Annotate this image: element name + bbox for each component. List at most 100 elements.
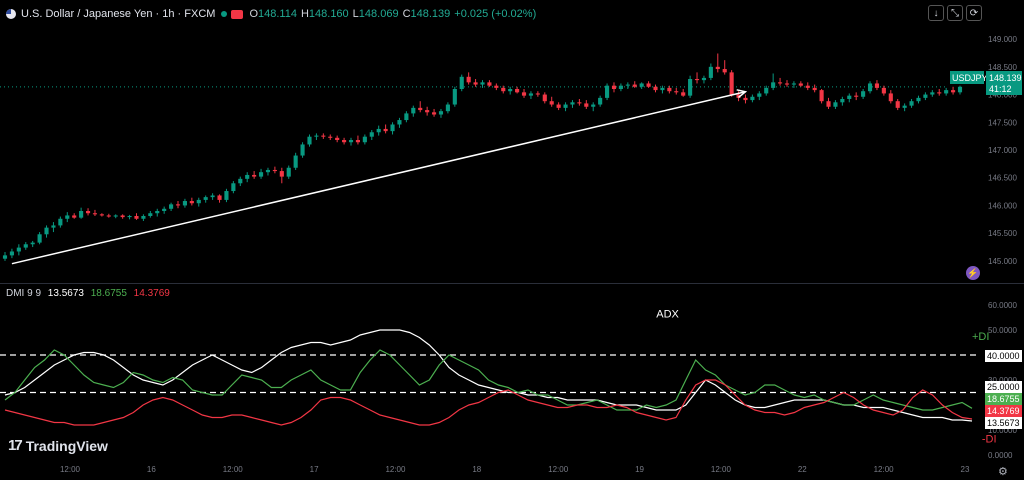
dmi-minus-di-value: 14.3769 — [133, 288, 170, 299]
settings-gear-icon[interactable]: ⚙ — [998, 466, 1008, 478]
candle-body — [681, 92, 686, 96]
candle-body — [293, 155, 298, 168]
candle-body — [944, 90, 949, 94]
candle-body — [23, 244, 28, 248]
candle-body — [376, 128, 381, 133]
candle-body — [674, 91, 679, 93]
candle-body — [300, 144, 305, 156]
candle-body — [618, 85, 623, 89]
candle-body — [605, 85, 610, 98]
candle-body — [127, 215, 132, 218]
price-axis-tick: 148.500 — [988, 63, 1017, 72]
dmi-badges: 40.0000 25.0000 18.6755 14.3769 13.5673 — [985, 350, 1022, 429]
dmi-label-plus-di: +DI — [972, 331, 989, 343]
candle-body — [134, 215, 139, 219]
candle-body — [930, 92, 935, 95]
candle-body — [16, 247, 21, 252]
dmi-name: DMI 9 9 — [6, 288, 42, 299]
time-axis-tick: 12:00 — [60, 465, 81, 474]
candle-body — [729, 72, 734, 95]
lightning-icon[interactable]: ⚡ — [966, 266, 980, 280]
alert-flag-icon[interactable] — [231, 9, 244, 19]
candle-body — [542, 94, 547, 102]
candle-body — [355, 140, 360, 143]
level-40-badge — [985, 350, 1022, 362]
candle-body — [757, 93, 762, 97]
candle-body — [141, 215, 146, 219]
candle-body — [771, 82, 776, 88]
candle-body — [245, 174, 250, 179]
candle-body — [736, 94, 741, 98]
move-down-icon[interactable]: ↓ — [928, 5, 944, 21]
candle-body — [494, 85, 499, 88]
candle-body — [189, 201, 194, 204]
candle-body — [466, 76, 471, 83]
price-axis-tick: 149.000 — [988, 35, 1017, 44]
candle-body — [438, 111, 444, 115]
candle-body — [307, 136, 312, 145]
adx-badge — [985, 417, 1022, 429]
candle-body — [888, 93, 893, 102]
collapse-icon[interactable]: ⤡ — [947, 5, 963, 21]
candle-body — [44, 227, 49, 235]
candle-body — [224, 191, 229, 200]
minus-di-badge — [985, 405, 1022, 417]
candle-body — [279, 171, 284, 177]
candle-body — [348, 140, 354, 143]
candle-body — [840, 98, 845, 103]
candle-body — [916, 97, 921, 102]
dmi-axis-tick: 60.0000 — [988, 301, 1017, 310]
candle-body — [72, 215, 77, 218]
candle-body — [508, 89, 513, 92]
time-axis-tick: 19 — [635, 465, 644, 474]
candle-body — [570, 102, 575, 105]
candle-body — [106, 215, 111, 217]
countdown-text: 41:12 — [989, 84, 1012, 94]
time-axis-tick: 12:00 — [385, 465, 406, 474]
candle-body — [611, 85, 617, 89]
time-axis-tick: 23 — [961, 465, 970, 474]
candle-body — [369, 132, 374, 137]
candle-body — [521, 92, 527, 96]
reset-icon[interactable]: ⟳ — [966, 5, 982, 21]
last-price-badge-bg — [986, 71, 1022, 95]
candle-body — [909, 101, 914, 106]
trend-arrow-line — [11, 91, 746, 265]
price-axis-tick: 146.500 — [988, 174, 1017, 183]
candle-body — [459, 76, 464, 89]
price-axis-tick: 146.000 — [988, 201, 1017, 210]
pane-controls: ↓ ⤡ ⟳ — [928, 5, 982, 21]
time-axis[interactable]: 12:00 16 12:00 17 12:00 18 12:00 19 12:00 22 12:00… — [60, 465, 970, 474]
candle-body — [335, 137, 340, 141]
candle-body — [584, 103, 589, 107]
ohlc-low-label: L — [352, 8, 359, 20]
candle-body — [390, 124, 395, 132]
symbol-badge-text: USDJPY — [952, 73, 988, 83]
candle-body — [238, 178, 243, 184]
price-axis-tick: 148.000 — [988, 91, 1017, 100]
symbol-title[interactable]: U.S. Dollar / Japanese Yen · 1h · FXCM — [21, 8, 216, 20]
ohlc-open-label: O — [249, 8, 258, 20]
candle-body — [764, 87, 769, 94]
candle-body — [162, 208, 167, 211]
candle-body — [501, 87, 506, 92]
ohlc-high-value: 148.160 — [308, 8, 349, 20]
last-price-text: 148.139 — [989, 73, 1022, 83]
candle-body — [563, 104, 568, 108]
ohlc-low-value: 148.069 — [358, 8, 399, 20]
price-pane[interactable]: 149.000 148.500 148.000 147.500 147.000 146.5… — [0, 35, 1017, 266]
candle-body — [210, 195, 215, 198]
candle-body — [923, 94, 928, 98]
candle-body — [2, 255, 8, 259]
dmi-legend[interactable]: DMI 9 9 13.5673 18.6755 14.3769 — [6, 288, 170, 299]
dmi-axis-tick: 30.0000 — [988, 376, 1017, 385]
candle-body — [148, 213, 153, 216]
tradingview-logo-text: TradingView — [25, 437, 108, 454]
dmi-adx-value: 13.5673 — [47, 288, 84, 299]
candle-body — [660, 87, 665, 91]
tradingview-logo[interactable]: 17 TradingView — [8, 437, 108, 454]
candle-body — [902, 105, 907, 108]
time-axis-tick: 12:00 — [874, 465, 895, 474]
candle-body — [79, 211, 84, 218]
